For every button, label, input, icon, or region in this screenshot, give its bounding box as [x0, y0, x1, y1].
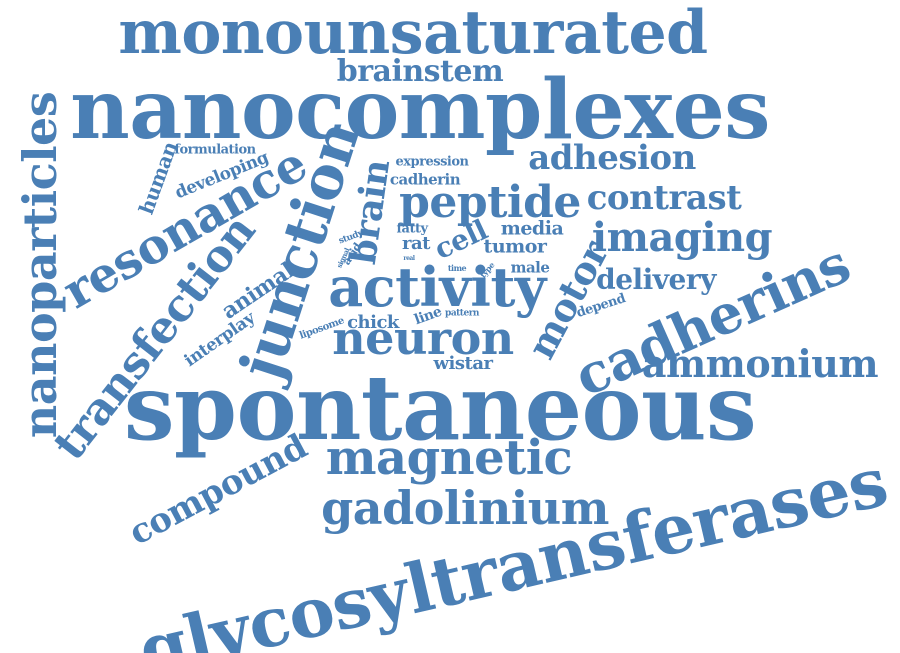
- word-tumor: tumor: [483, 235, 547, 258]
- word-male: male: [510, 258, 550, 277]
- word-monounsaturated: monounsaturated: [118, 0, 708, 68]
- word-formulation: formulation: [174, 142, 256, 158]
- word-contrast: contrast: [586, 178, 742, 218]
- word-expression: expression: [395, 154, 469, 170]
- word-magnetic: magnetic: [325, 430, 573, 486]
- word-wistar: wistar: [433, 353, 493, 374]
- word-cadherin: cadherin: [389, 170, 461, 189]
- word-nanoparticles: nanoparticles: [13, 91, 67, 439]
- word-ammonium: ammonium: [641, 341, 879, 386]
- word-delivery: delivery: [596, 263, 716, 296]
- word-fatty: fatty: [396, 221, 428, 237]
- word-adhesion: adhesion: [528, 138, 696, 178]
- word-time: time: [447, 263, 467, 273]
- word-neuron: neuron: [332, 311, 514, 365]
- word-pattern: pattern: [445, 308, 479, 319]
- word-chick: chick: [347, 312, 399, 333]
- word-rat: rat: [402, 233, 430, 254]
- word-nanocomplexes: nanocomplexes: [70, 62, 770, 158]
- word-brainstem: brainstem: [336, 54, 504, 89]
- word-media: media: [500, 217, 564, 240]
- word-gadolinium: gadolinium: [321, 481, 609, 535]
- word-real: real: [403, 255, 415, 262]
- word-peptide: peptide: [399, 177, 581, 228]
- word-activity: activity: [328, 255, 546, 319]
- word-imaging: imaging: [591, 214, 773, 261]
- word-spontaneous: spontaneous: [123, 355, 757, 461]
